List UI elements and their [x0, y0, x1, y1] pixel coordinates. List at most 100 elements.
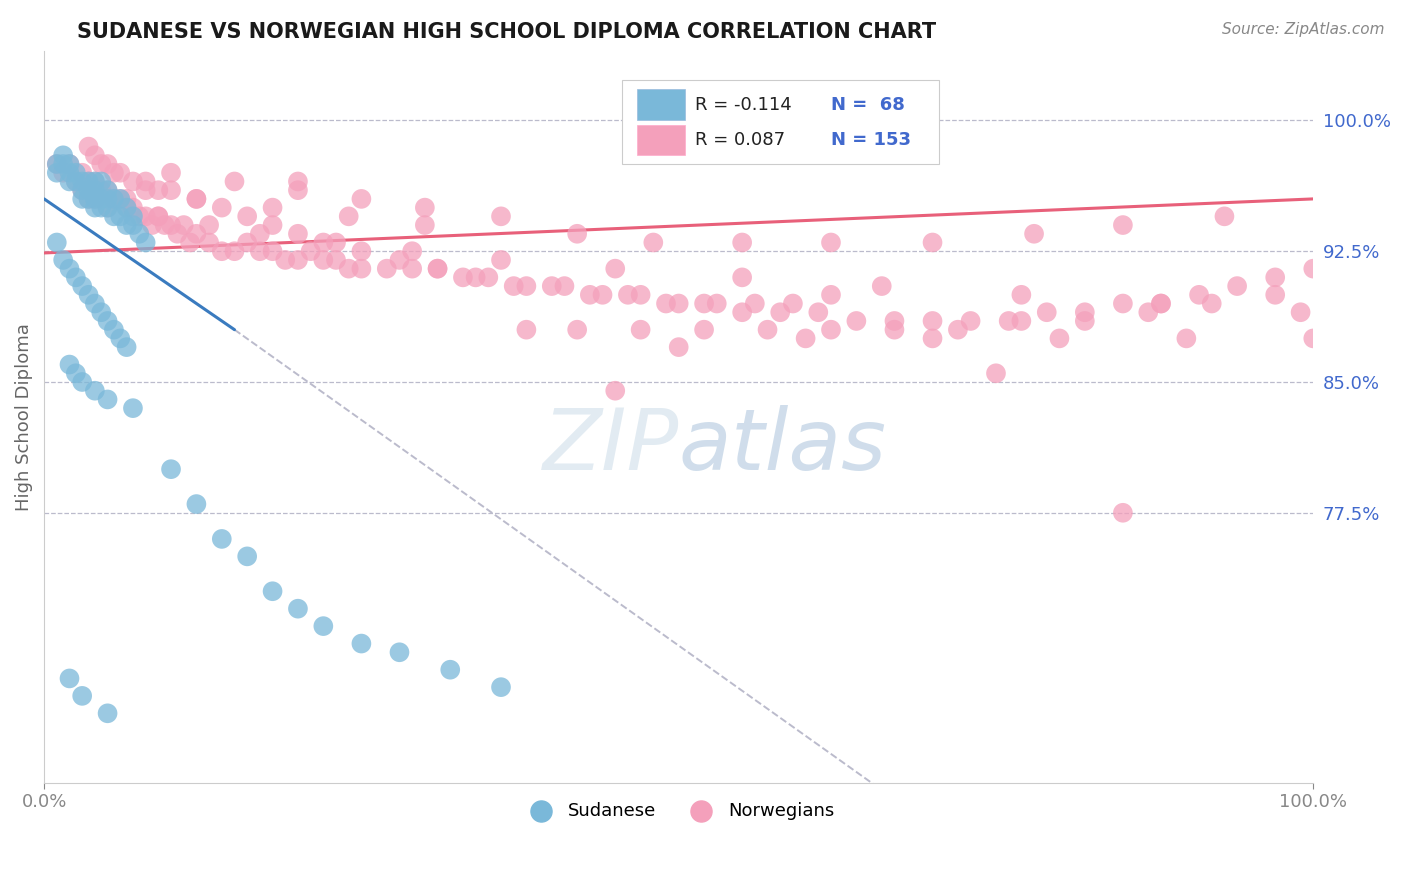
Point: [160, 462, 183, 476]
Point: [782, 296, 804, 310]
Point: [90, 305, 112, 319]
Point: [845, 314, 868, 328]
Point: [515, 279, 537, 293]
Point: [70, 192, 93, 206]
Point: [103, 192, 125, 206]
Point: [65, 366, 87, 380]
Point: [65, 174, 87, 188]
Point: [959, 314, 981, 328]
Point: [236, 235, 259, 250]
Point: [630, 323, 652, 337]
Point: [153, 218, 176, 232]
Point: [83, 296, 105, 310]
Point: [115, 340, 138, 354]
Point: [103, 210, 125, 224]
Point: [122, 218, 145, 232]
Point: [1035, 305, 1057, 319]
Point: [1010, 314, 1032, 328]
Point: [65, 166, 87, 180]
Point: [883, 323, 905, 337]
Point: [337, 261, 360, 276]
Point: [128, 210, 150, 224]
Point: [115, 218, 138, 232]
Point: [731, 305, 754, 319]
Point: [148, 210, 170, 224]
Point: [1175, 331, 1198, 345]
Point: [97, 183, 120, 197]
Text: Source: ZipAtlas.com: Source: ZipAtlas.com: [1222, 22, 1385, 37]
Point: [883, 314, 905, 328]
Point: [83, 183, 105, 197]
Point: [65, 174, 87, 188]
Point: [350, 261, 373, 276]
Point: [1112, 296, 1135, 310]
Point: [45, 157, 67, 171]
Text: SUDANESE VS NORWEGIAN HIGH SCHOOL DIPLOMA CORRELATION CHART: SUDANESE VS NORWEGIAN HIGH SCHOOL DIPLOM…: [77, 22, 936, 42]
Point: [515, 323, 537, 337]
Point: [413, 218, 436, 232]
Point: [97, 192, 120, 206]
Y-axis label: High School Diploma: High School Diploma: [15, 323, 32, 511]
Point: [122, 174, 145, 188]
Point: [439, 663, 461, 677]
Point: [489, 210, 512, 224]
Point: [744, 296, 766, 310]
Point: [579, 287, 602, 301]
Point: [103, 166, 125, 180]
Point: [160, 183, 183, 197]
Point: [592, 287, 614, 301]
Point: [83, 201, 105, 215]
Point: [186, 192, 208, 206]
Point: [224, 174, 246, 188]
Point: [388, 645, 411, 659]
Point: [287, 174, 309, 188]
Point: [1289, 305, 1312, 319]
Point: [312, 619, 335, 633]
FancyBboxPatch shape: [621, 80, 939, 164]
Point: [489, 680, 512, 694]
Point: [1226, 279, 1249, 293]
Point: [731, 235, 754, 250]
Point: [90, 192, 112, 206]
Point: [173, 218, 195, 232]
Point: [1010, 287, 1032, 301]
Text: N = 153: N = 153: [831, 131, 911, 149]
Point: [103, 323, 125, 337]
FancyBboxPatch shape: [637, 125, 685, 155]
Point: [262, 244, 284, 259]
Point: [135, 210, 157, 224]
Point: [58, 672, 80, 686]
Point: [70, 279, 93, 293]
Point: [45, 166, 67, 180]
Point: [122, 401, 145, 416]
Point: [77, 192, 100, 206]
Point: [135, 183, 157, 197]
Point: [128, 227, 150, 241]
Point: [401, 244, 423, 259]
Point: [1112, 218, 1135, 232]
Point: [565, 323, 588, 337]
Point: [643, 235, 665, 250]
Point: [807, 305, 830, 319]
Point: [325, 252, 347, 267]
Point: [97, 392, 120, 407]
Point: [1074, 305, 1097, 319]
Point: [83, 174, 105, 188]
Point: [756, 323, 779, 337]
Point: [693, 296, 716, 310]
Point: [668, 340, 690, 354]
Point: [565, 227, 588, 241]
Point: [921, 235, 943, 250]
Point: [820, 235, 842, 250]
Point: [375, 261, 398, 276]
Point: [52, 166, 75, 180]
Point: [870, 279, 893, 293]
Point: [820, 287, 842, 301]
Point: [1213, 210, 1236, 224]
Point: [426, 261, 449, 276]
Point: [236, 210, 259, 224]
Point: [794, 331, 817, 345]
Point: [1264, 287, 1286, 301]
Point: [186, 227, 208, 241]
Point: [83, 384, 105, 398]
